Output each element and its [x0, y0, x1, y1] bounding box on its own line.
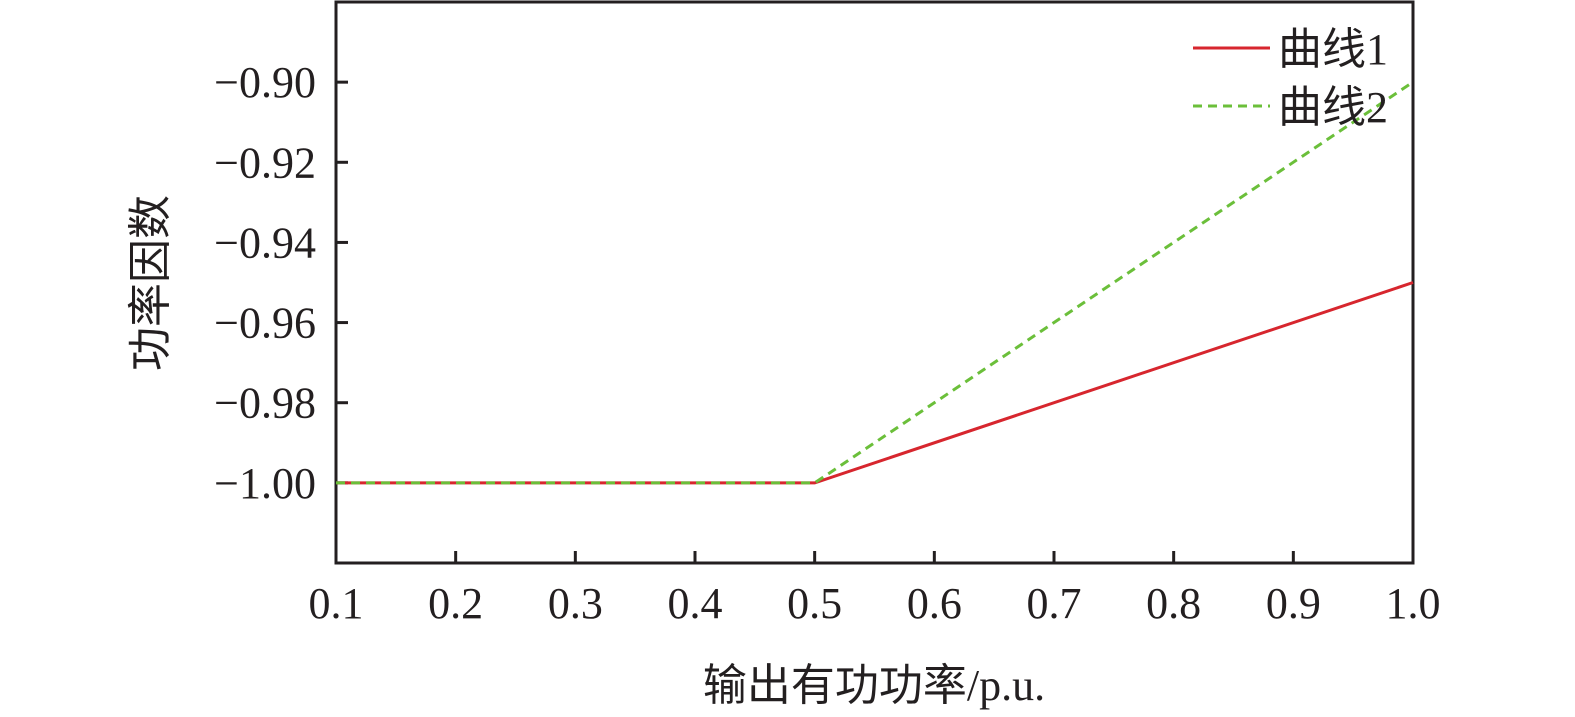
x-tick-label: 0.2 — [428, 579, 483, 628]
x-tick-label: 0.1 — [309, 579, 364, 628]
x-axis-title: 输出有功功率/p.u. — [703, 661, 1045, 710]
x-tick-label: 0.9 — [1266, 579, 1321, 628]
y-axis-title: 功率因数 — [126, 195, 175, 371]
y-axis-ticks: −1.00 −0.98 −0.96 −0.94 −0.92 −0.90 — [214, 58, 348, 508]
y-tick-label: −0.92 — [214, 138, 316, 187]
x-tick-label: 0.5 — [787, 579, 842, 628]
series-layer — [336, 80, 1414, 485]
y-tick-label: −0.90 — [214, 58, 316, 107]
x-axis-ticks: 0.1 0.2 0.3 0.4 0.5 0.6 0.7 0.8 0.9 1.0 — [309, 551, 1441, 628]
x-tick-label: 0.8 — [1146, 579, 1201, 628]
y-tick-label: −0.96 — [214, 299, 316, 348]
series-line-2 — [336, 80, 1414, 485]
series-line-1 — [336, 281, 1414, 485]
x-tick-label: 0.4 — [668, 579, 723, 628]
y-tick-label: −0.94 — [214, 218, 316, 267]
plot-frame — [334, 0, 1415, 565]
x-tick-label: 0.7 — [1027, 579, 1082, 628]
x-tick-label: 0.6 — [907, 579, 962, 628]
x-tick-label: 0.3 — [548, 579, 603, 628]
y-tick-label: −1.00 — [214, 459, 316, 508]
y-tick-label: −0.98 — [214, 379, 316, 428]
legend-label-2: 曲线2 — [1278, 83, 1388, 132]
legend-label-1: 曲线1 — [1278, 25, 1388, 74]
x-tick-label: 1.0 — [1386, 579, 1441, 628]
